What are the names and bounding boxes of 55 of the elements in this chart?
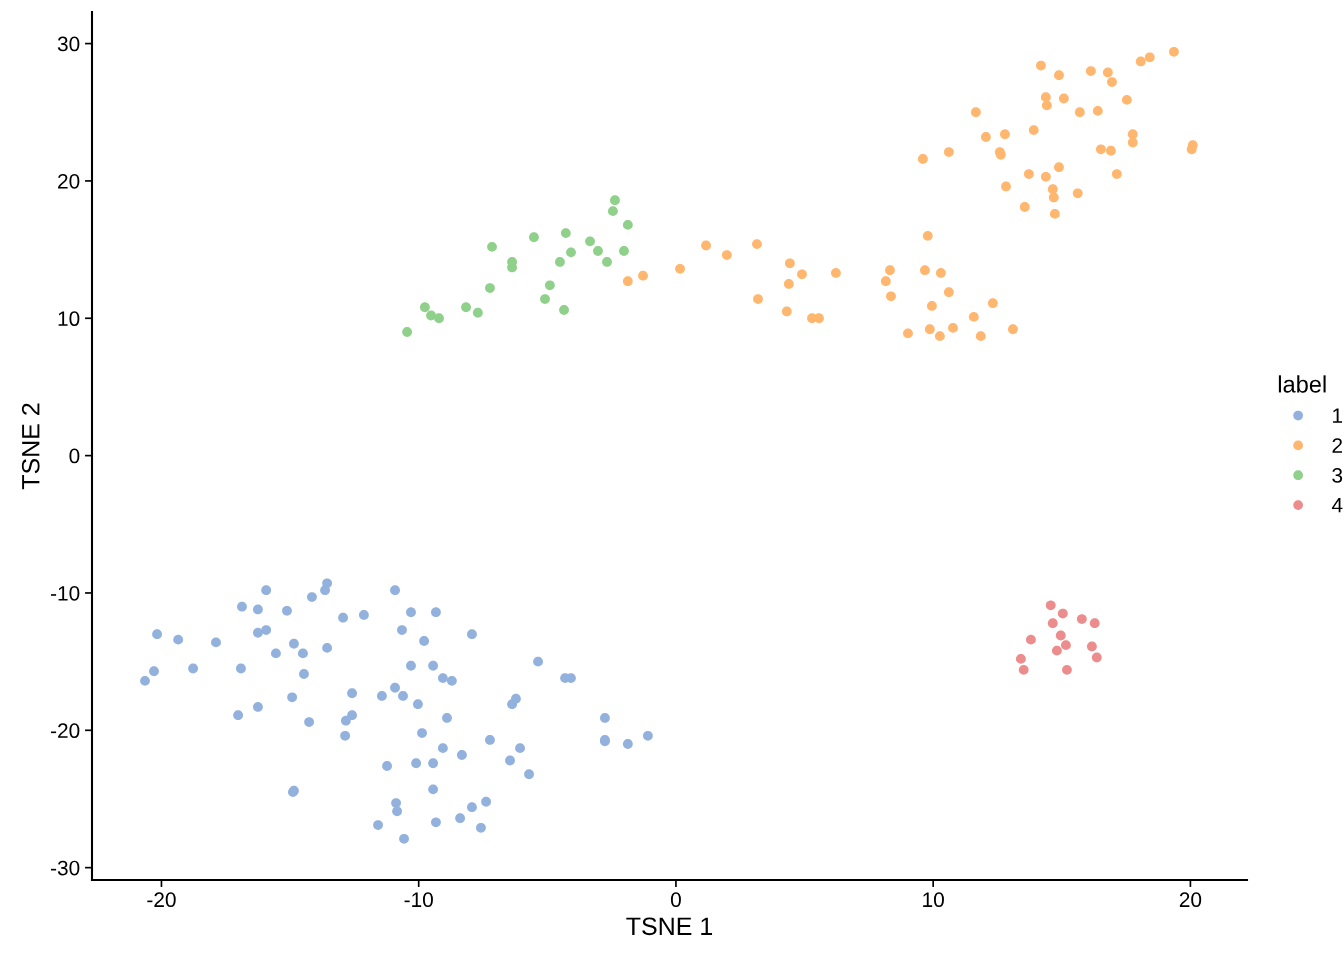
legend-label: 3 <box>1332 467 1343 483</box>
point <box>472 307 483 318</box>
point <box>544 280 555 291</box>
point <box>1015 653 1026 664</box>
point <box>610 195 620 206</box>
y-tick-label: 30 <box>57 36 80 52</box>
y-tick-label: -20 <box>51 723 80 739</box>
point <box>1060 640 1071 651</box>
point <box>540 294 550 304</box>
y-tick-label: 0 <box>69 448 80 464</box>
point <box>593 246 603 256</box>
y-tick-label: -10 <box>51 585 80 601</box>
y-tick-label: -30 <box>51 860 80 876</box>
y-axis-title: TSNE 2 <box>21 403 40 490</box>
point <box>1018 664 1029 675</box>
legend-title: label <box>1278 375 1326 393</box>
point <box>487 241 497 252</box>
x-tick-label: 0 <box>670 892 681 908</box>
legend-label: 1 <box>1333 408 1343 423</box>
y-tick-label: 10 <box>58 311 80 327</box>
point <box>426 310 436 321</box>
x-tick-label: -20 <box>147 892 176 908</box>
point <box>560 228 571 239</box>
point <box>1055 630 1066 641</box>
point <box>1057 608 1068 619</box>
point <box>1076 614 1087 624</box>
point <box>434 313 444 324</box>
point <box>402 327 413 337</box>
legend-label: 4 <box>1331 498 1343 513</box>
point <box>559 305 569 315</box>
point <box>566 247 576 258</box>
point <box>485 283 495 293</box>
x-tick-label: 20 <box>1179 892 1202 908</box>
point <box>1026 634 1036 645</box>
point <box>622 219 633 230</box>
point <box>1051 645 1062 656</box>
point <box>419 302 430 313</box>
point <box>608 206 618 217</box>
point <box>461 302 471 313</box>
point <box>585 236 595 247</box>
x-tick-label: 10 <box>923 892 944 908</box>
point <box>1089 618 1100 629</box>
point <box>1086 641 1097 652</box>
point <box>1091 652 1102 663</box>
point <box>1062 664 1072 675</box>
point <box>529 232 539 243</box>
point <box>619 246 629 256</box>
legend-label: 2 <box>1332 438 1343 453</box>
point <box>1045 600 1056 611</box>
point <box>1047 618 1058 629</box>
x-axis-title: TSNE 1 <box>626 917 713 936</box>
x-tick-label: -10 <box>404 892 433 908</box>
point <box>555 257 565 267</box>
y-tick-label: 20 <box>58 173 80 189</box>
point <box>602 257 612 267</box>
